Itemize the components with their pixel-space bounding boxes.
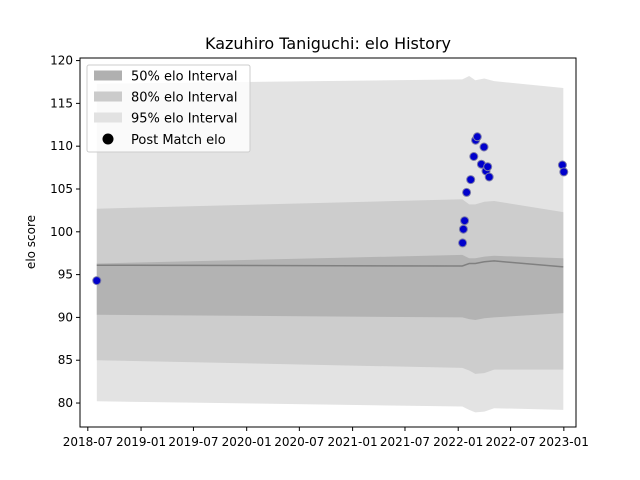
post-match-elo-point bbox=[469, 152, 479, 161]
x-axis-ticks: 2018-07 2019-01 2019-07 2020-01 2020-07 2021-… bbox=[63, 427, 589, 449]
post-match-elo-point bbox=[462, 187, 472, 197]
x-tick-label: 2023-01 bbox=[539, 435, 589, 449]
post-match-elo-point bbox=[559, 167, 569, 177]
x-tick-label: 2022-07 bbox=[486, 435, 536, 449]
mean-elo-line-path bbox=[96, 260, 564, 268]
x-tick-label: 2021-07 bbox=[380, 435, 430, 449]
y-tick-label: 105 bbox=[50, 182, 73, 196]
legend-box bbox=[86, 64, 251, 153]
band-50-interval bbox=[96, 254, 564, 320]
x-tick-label: 2020-01 bbox=[222, 435, 272, 449]
x-tick-label: 2021-01 bbox=[328, 435, 378, 449]
post-match-points bbox=[92, 132, 569, 286]
legend-marker-post-match bbox=[102, 133, 114, 145]
post-match-elo-point bbox=[466, 175, 476, 185]
elo-interval-bands bbox=[96, 76, 564, 413]
post-match-elo-point bbox=[472, 132, 482, 142]
legend-label-50: 50% elo Interval bbox=[131, 70, 238, 85]
legend-swatch-80 bbox=[94, 91, 122, 102]
post-match-elo-point bbox=[458, 224, 468, 234]
legend: 50% elo Interval 80% elo Interval 95% el… bbox=[86, 64, 251, 153]
y-tick-label: 95 bbox=[58, 268, 73, 282]
y-tick-label: 85 bbox=[58, 353, 73, 367]
y-axis-ticks: 80 85 90 95 100 105 110 115 120 bbox=[50, 54, 80, 410]
y-tick-label: 90 bbox=[58, 310, 73, 324]
y-tick-label: 100 bbox=[50, 225, 73, 239]
post-match-elo-point bbox=[483, 162, 493, 172]
plot-area-frame bbox=[79, 57, 577, 428]
legend-label-95: 95% elo Interval bbox=[131, 112, 238, 127]
post-match-elo-point bbox=[92, 276, 102, 286]
post-match-elo-point bbox=[484, 172, 494, 182]
legend-label-post-match: Post Match elo bbox=[131, 133, 226, 148]
y-tick-label: 115 bbox=[50, 96, 73, 110]
x-tick-label: 2020-07 bbox=[274, 435, 324, 449]
legend-swatch-50 bbox=[94, 70, 122, 81]
post-match-elo-point bbox=[479, 142, 489, 152]
x-tick-label: 2018-07 bbox=[63, 435, 113, 449]
x-tick-label: 2022-01 bbox=[433, 435, 483, 449]
legend-swatch-95 bbox=[94, 112, 122, 123]
y-tick-label: 110 bbox=[50, 139, 73, 153]
chart-title: Kazuhiro Taniguchi: elo History bbox=[205, 34, 451, 53]
x-tick-label: 2019-07 bbox=[168, 435, 218, 449]
y-axis-label: elo score bbox=[24, 215, 38, 269]
mean-elo-line bbox=[96, 260, 564, 268]
post-match-elo-point bbox=[460, 216, 470, 226]
post-match-elo-point bbox=[458, 238, 468, 248]
x-tick-label: 2019-01 bbox=[116, 435, 166, 449]
y-tick-label: 80 bbox=[58, 396, 73, 410]
legend-label-80: 80% elo Interval bbox=[131, 91, 238, 106]
y-tick-label: 120 bbox=[50, 54, 73, 68]
